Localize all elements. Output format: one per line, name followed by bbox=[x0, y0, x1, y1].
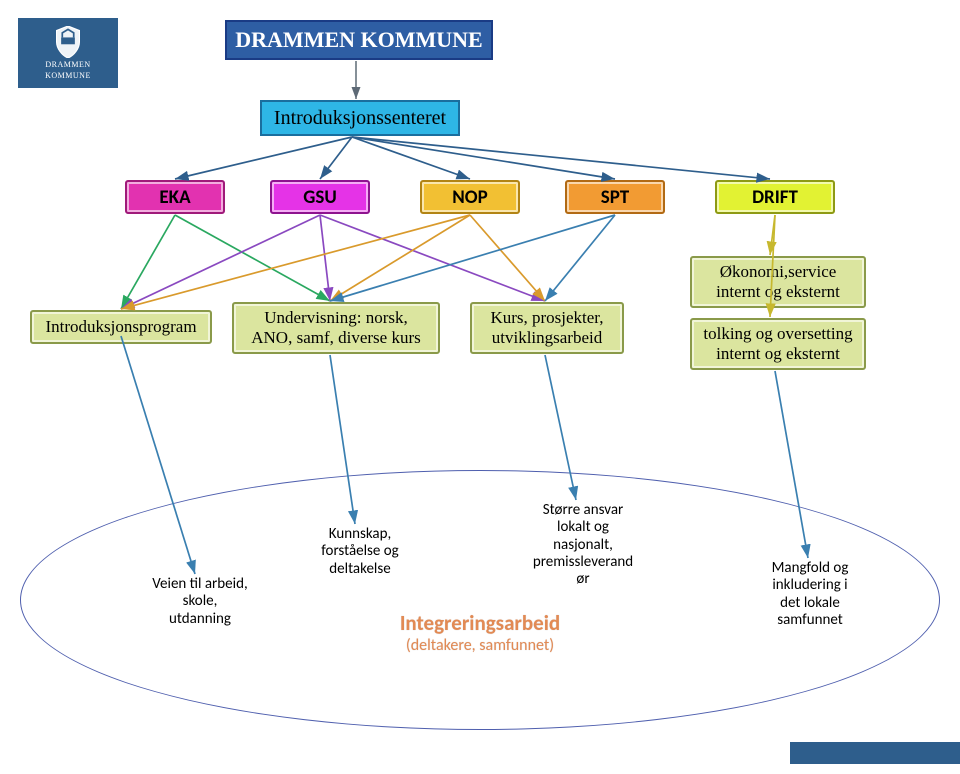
sub-box-1: Undervisning: norsk,ANO, samf, diverse k… bbox=[232, 302, 440, 354]
func-box-eka: EKA bbox=[125, 180, 225, 214]
logo-text-2: KOMMUNE bbox=[45, 71, 91, 80]
bottom-bar bbox=[790, 742, 960, 764]
sub-box-3: Økonomi,serviceinternt og eksternt bbox=[690, 256, 866, 308]
ellipse-center-line1: Integreringsarbeid bbox=[340, 610, 620, 636]
sub-box-4: tolking og oversettinginternt og ekstern… bbox=[690, 318, 866, 370]
func-box-gsu: GSU bbox=[270, 180, 370, 214]
ellipse-center: Integreringsarbeid (deltakere, samfunnet… bbox=[340, 610, 620, 655]
func-box-spt: SPT bbox=[565, 180, 665, 214]
shield-icon bbox=[54, 26, 82, 58]
logo-text-1: DRAMMEN bbox=[45, 60, 90, 69]
title-box: DRAMMEN KOMMUNE bbox=[225, 20, 493, 60]
func-box-nop: NOP bbox=[420, 180, 520, 214]
ellipse-text-1: Kunnskap,forståelse ogdeltakelse bbox=[290, 526, 430, 578]
func-box-drift: DRIFT bbox=[715, 180, 835, 214]
ellipse-text-2: Større ansvarlokalt ognasjonalt,premissl… bbox=[508, 502, 658, 588]
sub-title-box: Introduksjonssenteret bbox=[260, 100, 460, 136]
sub-box-0: Introduksjonsprogram bbox=[30, 310, 212, 344]
ellipse-center-line2: (deltakere, samfunnet) bbox=[340, 636, 620, 655]
ellipse-text-0: Veien til arbeid,skole,utdanning bbox=[130, 576, 270, 628]
sub-box-2: Kurs, prosjekter,utviklingsarbeid bbox=[470, 302, 624, 354]
ellipse-text-3: Mangfold oginkludering idet lokalesamfun… bbox=[740, 560, 880, 629]
logo: DRAMMEN KOMMUNE bbox=[18, 18, 118, 88]
